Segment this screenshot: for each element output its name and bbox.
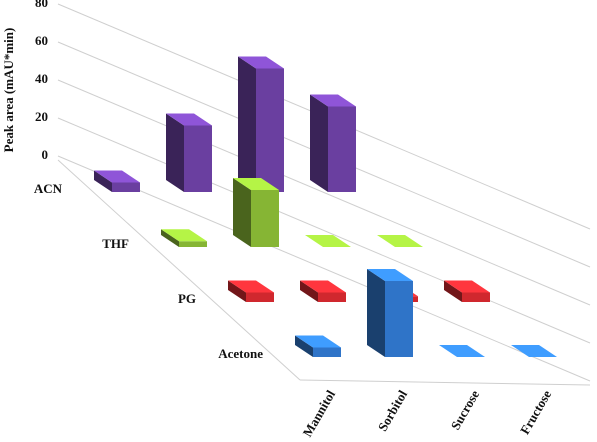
floor-line (299, 379, 591, 386)
grid-line (57, 79, 591, 306)
bar-side (228, 280, 246, 302)
bar-side (94, 170, 112, 192)
x-tick-label: Sorbitol (375, 387, 411, 434)
x-tick-label: Fructose (517, 387, 554, 437)
y-tick-label: 20 (35, 109, 48, 124)
series-label: PG (178, 291, 196, 306)
bar-front (251, 190, 279, 247)
bar-top (228, 280, 274, 293)
bar-front (318, 292, 346, 302)
y-tick-label: 80 (35, 0, 48, 10)
bar-top (233, 178, 279, 190)
bar-top (295, 335, 341, 348)
bar-side (300, 280, 318, 302)
x-tick-label: Sucrose (448, 387, 483, 432)
bar-front (462, 292, 490, 302)
bar-top (161, 229, 207, 242)
bar-side (166, 113, 184, 192)
floor-line (57, 159, 301, 381)
bar-front (385, 281, 413, 357)
grid-line (57, 155, 591, 382)
bar-side (367, 269, 385, 357)
bar-top (444, 280, 490, 293)
bar-top (367, 269, 413, 281)
bar-side (295, 335, 313, 357)
bar-top (300, 280, 346, 293)
bar-top (166, 113, 212, 126)
bar-side (233, 178, 251, 247)
y-tick-label: 60 (35, 33, 48, 48)
series-label: THF (102, 236, 129, 251)
bar-top (377, 235, 423, 247)
grid-line (57, 117, 591, 344)
y-tick-label: 0 (42, 147, 49, 162)
bar-front (184, 125, 212, 192)
y-axis-title: Peak area (mAU*min) (1, 28, 16, 153)
x-tick-label: Mannitol (300, 387, 339, 439)
series-label: ACN (34, 181, 63, 196)
bar-top (305, 235, 351, 247)
bar-top (238, 56, 284, 69)
bar-side (161, 229, 179, 247)
bar-side (238, 56, 256, 192)
bar-front (313, 347, 341, 357)
bar-top (310, 94, 356, 107)
bar-side (310, 94, 328, 192)
y-tick-label: 40 (35, 71, 48, 86)
bar-front (328, 106, 356, 192)
bar-front (246, 292, 274, 302)
bar-front (256, 68, 284, 192)
bar-front (179, 241, 207, 247)
bar-top (439, 345, 485, 357)
bar-top (94, 170, 140, 183)
bar-side (444, 280, 462, 302)
bar-top (511, 345, 557, 357)
series-label: Acetone (218, 346, 263, 361)
bar-front (112, 182, 140, 192)
